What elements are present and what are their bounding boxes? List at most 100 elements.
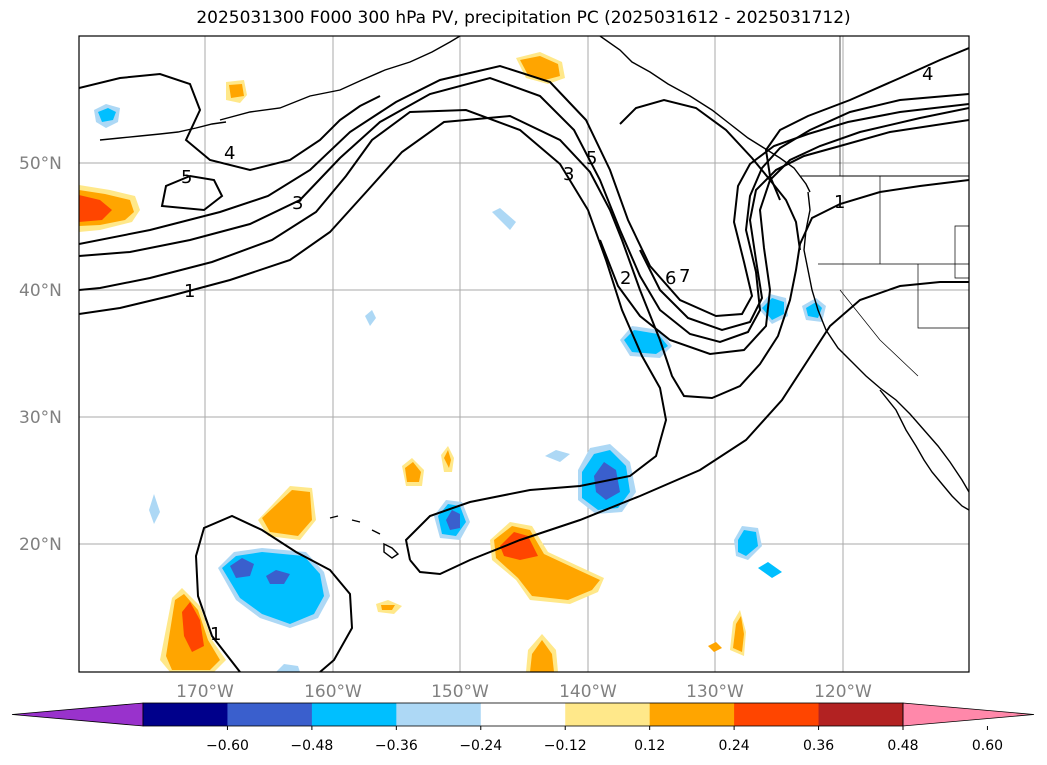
colorbar-segment [649,703,735,726]
pv-contour-5-west [160,174,224,212]
precip-negative-small-c [149,494,160,524]
coastlines [99,36,969,559]
precip-positive-west-edge-max [79,195,112,222]
lon-label-160w: 160°W [304,682,362,702]
colorbar-tick-label: 0.60 [972,738,1003,754]
lat-label-50n: 50°N [19,154,62,174]
colorbar: −0.60 −0.48 −0.36 −0.24 −0.12 0.12 0.24 0.36 0.4… [11,702,1035,754]
colorbar-tick-label: −0.60 [206,738,249,754]
precip-positive-aleutian-core [229,84,244,98]
precipitation-shading [79,52,826,672]
latitude-labels: 50°N 40°N 30°N 20°N [19,154,62,555]
map-title: 2025031300 F000 300 hPa PV, precipitatio… [196,8,851,28]
pv-contour-2 [599,107,969,356]
colorbar-tick-label: −0.24 [459,738,502,754]
precip-positive-small-b-core [444,450,451,468]
pv-contour-5 [79,64,969,318]
precip-negative-hawaii-max [446,510,460,530]
pv-label-7-trough: 7 [679,266,690,287]
precip-negative-small-a [492,208,516,230]
precip-positive-south-central-core [530,640,554,672]
pv-label-1-west: 1 [184,281,195,302]
lon-label-120w: 120°W [814,682,872,702]
pv-label-1-east: 1 [834,192,845,213]
map-frame [78,35,970,673]
colorbar-extend-high [902,702,1035,727]
precip-negative-california-b-core [806,302,822,318]
lon-label-150w: 150°W [431,682,489,702]
longitude-labels: 170°W 160°W 150°W 140°W 130°W 120°W [176,682,872,702]
precip-positive-small-a-core [405,462,421,482]
alaska-coast [219,36,811,193]
precip-positive-southeast-core [733,616,744,652]
hawaii-islands [329,515,400,559]
north-america-west-coast [803,191,969,493]
precip-positive-gulf-alaska-core [520,56,560,80]
lon-label-130w: 130°W [686,682,744,702]
colorbar-segment [480,703,566,726]
pv-contour-1-north [79,114,969,400]
baja-california [879,389,969,511]
precip-positive-hawaii-east-max [500,532,538,560]
precip-positive-small-c-core [381,605,395,610]
colorbar-tick-label: 0.24 [719,738,750,754]
colorbar-tick-label: −0.48 [290,738,333,754]
precip-negative-bottom [276,664,300,672]
colorbar-segment [227,703,313,726]
precip-positive-tiny [708,642,722,652]
pv-label-5-west: 5 [181,167,192,188]
precip-negative-southeast-b [758,562,782,578]
pv-contour-4-north [79,72,381,172]
pv-label-6-trough: 6 [665,268,676,289]
pv-contour-4-east [764,47,969,201]
colorbar-segment [565,703,651,726]
aleutian-islands [99,121,227,141]
colorbar-extend-low [11,702,144,727]
colorbar-segment [396,703,482,726]
precip-positive-central-north-core [262,490,312,536]
colorbar-segments [11,702,1035,727]
colorbar-tick-label: −0.36 [375,738,418,754]
colorbar-tick-label: 0.36 [803,738,834,754]
precip-negative-small-b [365,310,376,326]
colorbar-tick-label: 0.12 [634,738,665,754]
colorbar-ticks: −0.60 −0.48 −0.36 −0.24 −0.12 0.12 0.24 0.36 0.4… [206,726,1003,754]
pv-label-4-east: 4 [922,64,933,85]
pv-label-1-southwest: 1 [210,624,221,645]
precip-negative-northwest-core [98,108,116,122]
state-borders [818,36,969,377]
lat-label-20n: 20°N [19,535,62,555]
colorbar-tick-label: 0.48 [887,738,918,754]
pv-contour-7 [619,98,801,251]
pv-contour-labels: 1 3 5 4 5 3 2 6 7 1 4 1 [181,64,933,645]
pv-label-2-trough: 2 [620,268,631,289]
precip-negative-small-d [545,450,570,462]
lon-label-140w: 140°W [559,682,617,702]
pv-contour-1-south [409,281,969,576]
pv-contour-3 [79,76,969,344]
precip-negative-offshore-core [624,330,668,354]
precip-negative-southwest-max-b [266,570,290,584]
gridlines [79,36,969,672]
pv-contour-1-southwest [194,514,354,672]
colorbar-segment [818,703,904,726]
pv-label-3-west: 3 [292,193,303,214]
lon-label-170w: 170°W [176,682,234,702]
pv-contours [79,47,969,672]
colorbar-segment [734,703,820,726]
precip-negative-southwest-max-a [230,558,254,578]
colorbar-segment [143,703,228,726]
colorbar-segment [311,703,397,726]
lat-label-40n: 40°N [19,281,62,301]
precip-negative-southeast-a-core [738,530,758,556]
pv-contour-1-inner [79,108,668,561]
pv-label-5-trough: 5 [586,148,597,169]
pv-contour-6 [639,119,969,332]
precip-positive-southwest-max [182,602,204,652]
colorbar-tick-label: −0.12 [544,738,587,754]
pv-label-4-west: 4 [224,143,235,164]
colorbar-outline [142,702,904,727]
pv-label-3-trough: 3 [563,164,574,185]
lat-label-30n: 30°N [19,408,62,428]
